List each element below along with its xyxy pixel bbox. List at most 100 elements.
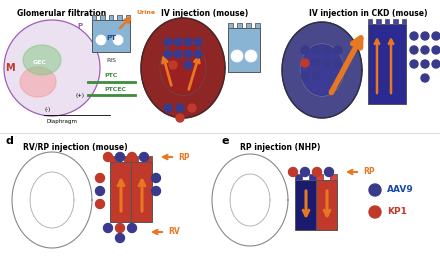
FancyBboxPatch shape: [385, 19, 389, 24]
Text: RV/RP injection (mouse): RV/RP injection (mouse): [23, 143, 127, 152]
Circle shape: [188, 104, 196, 112]
FancyBboxPatch shape: [131, 162, 152, 222]
Circle shape: [312, 167, 322, 177]
FancyBboxPatch shape: [256, 23, 260, 28]
Circle shape: [312, 72, 320, 80]
Text: IV injection in CKD (mouse): IV injection in CKD (mouse): [309, 9, 427, 18]
Text: Glomerular filtration: Glomerular filtration: [17, 9, 106, 18]
Text: P: P: [77, 23, 83, 29]
Circle shape: [96, 35, 106, 45]
Circle shape: [49, 182, 65, 198]
Circle shape: [164, 104, 172, 112]
Polygon shape: [300, 44, 344, 96]
Circle shape: [410, 46, 418, 54]
FancyBboxPatch shape: [368, 19, 372, 24]
Circle shape: [95, 200, 105, 209]
Circle shape: [4, 20, 100, 116]
Circle shape: [95, 173, 105, 182]
Circle shape: [176, 104, 184, 112]
Circle shape: [421, 74, 429, 82]
FancyBboxPatch shape: [402, 19, 406, 24]
FancyBboxPatch shape: [377, 19, 381, 24]
FancyBboxPatch shape: [393, 19, 398, 24]
Circle shape: [169, 61, 177, 69]
Text: GEC: GEC: [33, 59, 47, 64]
FancyBboxPatch shape: [110, 162, 131, 222]
Circle shape: [128, 224, 136, 233]
Circle shape: [103, 153, 113, 162]
Text: RP: RP: [178, 153, 190, 162]
Circle shape: [139, 153, 148, 162]
FancyBboxPatch shape: [316, 174, 323, 180]
Circle shape: [410, 60, 418, 68]
Circle shape: [301, 72, 309, 80]
FancyBboxPatch shape: [126, 15, 130, 20]
FancyBboxPatch shape: [228, 23, 233, 28]
Circle shape: [301, 59, 309, 67]
FancyBboxPatch shape: [110, 156, 117, 162]
FancyBboxPatch shape: [368, 24, 406, 104]
Circle shape: [301, 167, 309, 177]
Text: (+): (+): [76, 93, 84, 98]
Circle shape: [113, 35, 123, 45]
Circle shape: [176, 114, 184, 122]
Ellipse shape: [23, 45, 61, 75]
FancyBboxPatch shape: [237, 23, 242, 28]
FancyBboxPatch shape: [228, 28, 260, 72]
Circle shape: [115, 233, 125, 243]
Ellipse shape: [20, 67, 56, 97]
Polygon shape: [160, 40, 206, 96]
FancyBboxPatch shape: [92, 15, 96, 20]
FancyBboxPatch shape: [124, 156, 131, 162]
FancyBboxPatch shape: [100, 15, 105, 20]
Text: IV injection (mouse): IV injection (mouse): [161, 9, 249, 18]
Circle shape: [248, 201, 262, 215]
Text: (-): (-): [45, 107, 51, 112]
Text: M: M: [5, 63, 15, 73]
Circle shape: [432, 32, 440, 40]
Circle shape: [369, 184, 381, 196]
Circle shape: [289, 167, 297, 177]
Circle shape: [151, 186, 161, 196]
FancyBboxPatch shape: [92, 20, 130, 52]
Text: RP: RP: [363, 167, 374, 177]
Circle shape: [115, 224, 125, 233]
Circle shape: [410, 32, 418, 40]
Circle shape: [312, 46, 320, 54]
Circle shape: [164, 50, 172, 58]
Circle shape: [421, 60, 429, 68]
FancyBboxPatch shape: [316, 180, 337, 230]
Circle shape: [324, 167, 334, 177]
Circle shape: [174, 38, 182, 46]
Circle shape: [184, 50, 192, 58]
Circle shape: [334, 46, 342, 54]
Text: KP1: KP1: [387, 208, 407, 216]
FancyBboxPatch shape: [131, 156, 138, 162]
Polygon shape: [212, 154, 288, 246]
Circle shape: [323, 59, 331, 67]
FancyBboxPatch shape: [330, 174, 337, 180]
Text: PT: PT: [106, 35, 116, 41]
Circle shape: [245, 50, 257, 62]
Circle shape: [49, 200, 65, 216]
Circle shape: [334, 59, 342, 67]
Text: PTCEC: PTCEC: [104, 87, 126, 92]
Circle shape: [174, 50, 182, 58]
FancyBboxPatch shape: [295, 174, 302, 180]
FancyBboxPatch shape: [295, 180, 316, 230]
Circle shape: [194, 38, 202, 46]
Text: Diaphragm: Diaphragm: [47, 119, 77, 124]
FancyBboxPatch shape: [309, 174, 316, 180]
Text: d: d: [5, 136, 13, 146]
Polygon shape: [282, 22, 362, 118]
FancyBboxPatch shape: [117, 15, 121, 20]
Circle shape: [128, 153, 136, 162]
Circle shape: [432, 46, 440, 54]
Circle shape: [151, 173, 161, 182]
Circle shape: [194, 50, 202, 58]
Circle shape: [184, 61, 192, 69]
Text: RV: RV: [168, 228, 180, 237]
Polygon shape: [12, 152, 92, 248]
Circle shape: [115, 153, 125, 162]
FancyBboxPatch shape: [109, 15, 113, 20]
